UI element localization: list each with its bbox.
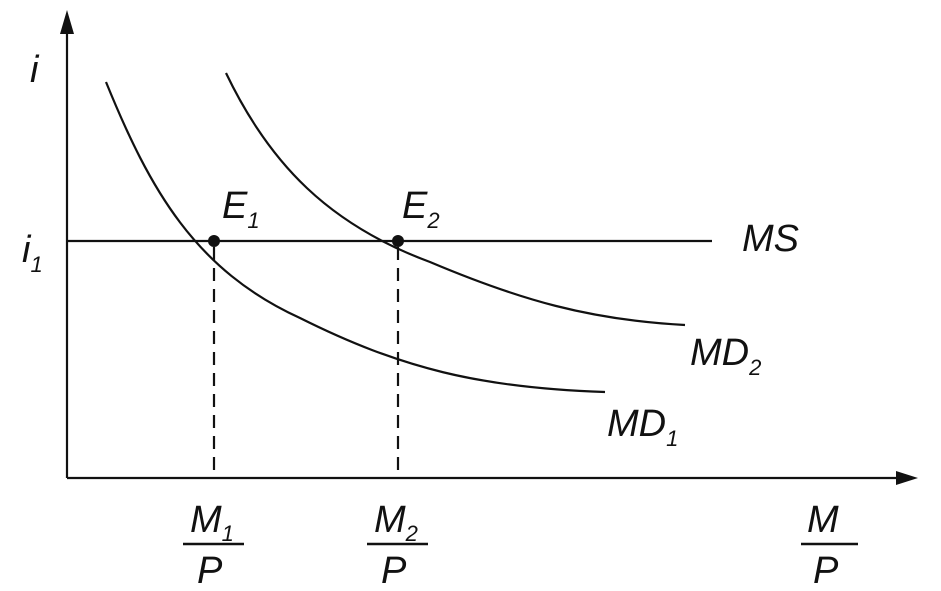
md2-label-main: MD: [690, 332, 749, 374]
e1-label-sub: 1: [247, 208, 259, 233]
m2-tick-numerator-sub: 2: [405, 521, 418, 546]
e2-label-main: E: [402, 185, 428, 227]
rate-level-label-sub: 1: [30, 252, 42, 277]
md2-curve: [225, 72, 686, 327]
rate-level-label-main: i: [22, 229, 32, 271]
e2-label-sub: 2: [426, 208, 439, 233]
e1-label: E1: [222, 185, 260, 233]
m1-tick-numerator-sub: 1: [222, 521, 234, 546]
md1-label-sub: 1: [666, 426, 678, 451]
e2-point: [392, 235, 404, 247]
x-axis-label-numerator: M: [807, 499, 839, 541]
m2-tick-numerator-main: M: [374, 499, 406, 541]
e2-label: E2: [402, 185, 440, 233]
md2-label-sub: 2: [748, 355, 761, 380]
md1-curve: [104, 81, 606, 394]
y-axis-label: i: [30, 49, 40, 91]
rate-level-label: i1: [22, 229, 43, 277]
m1-tick-label: M1 P: [183, 499, 244, 591]
m1-tick-denominator: P: [197, 550, 223, 591]
m2-tick-label: M2 P: [367, 499, 428, 591]
m2-tick-denominator: P: [381, 550, 407, 591]
x-axis-arrow: [896, 471, 918, 485]
md1-label-main: MD: [607, 403, 666, 445]
y-axis-arrow: [60, 10, 74, 34]
x-axis-label: M P: [801, 499, 858, 591]
e1-label-main: E: [222, 185, 248, 227]
m1-tick-numerator-main: M: [190, 499, 222, 541]
ms-label: MS: [742, 218, 799, 260]
m2-tick-numerator: M2: [374, 499, 418, 546]
md2-label: MD2: [690, 332, 761, 380]
md1-label: MD1: [607, 403, 678, 451]
e1-point: [208, 235, 220, 247]
x-axis-label-denominator: P: [813, 550, 839, 591]
m1-tick-numerator: M1: [190, 499, 234, 546]
